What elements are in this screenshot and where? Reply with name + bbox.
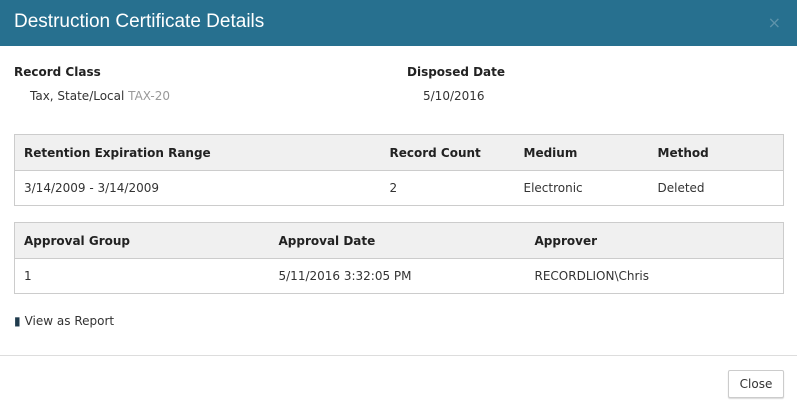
- table-cell: Electronic: [523, 181, 583, 195]
- table-cell: 1: [24, 269, 32, 283]
- table-cell: Deleted: [657, 181, 705, 195]
- disposed-date-value: 5/10/2016: [423, 89, 485, 103]
- record-class-name: Tax, State/Local: [30, 89, 125, 103]
- column-header: Approval Date: [269, 222, 526, 259]
- retention-table: Retention Expiration Range Record Count …: [14, 134, 784, 206]
- record-class-value: Tax, State/Local TAX-20: [30, 89, 170, 103]
- table-header-row: Approval Group Approval Date Approver: [14, 222, 784, 259]
- table-cell: RECORDLION\Chris: [534, 269, 650, 283]
- footer-divider: [0, 355, 797, 356]
- table-cell: 3/14/2009 - 3/14/2009: [24, 181, 160, 195]
- view-as-report-label: View as Report: [24, 314, 115, 328]
- record-class-label: Record Class: [14, 65, 101, 79]
- book-icon: ▮: [14, 314, 21, 328]
- record-class-code: TAX-20: [128, 89, 171, 103]
- table-header-row: Retention Expiration Range Record Count …: [14, 134, 784, 171]
- table-row: 3/14/2009 - 3/14/2009 2 Electronic Delet…: [15, 171, 784, 206]
- view-as-report-link[interactable]: ▮ View as Report: [14, 314, 114, 328]
- table-cell: 2: [389, 181, 398, 195]
- modal-header: Destruction Certificate Details ×: [0, 0, 797, 46]
- close-button[interactable]: Close: [728, 370, 784, 398]
- approval-table: Approval Group Approval Date Approver 1 …: [14, 222, 784, 294]
- column-header: Medium: [514, 134, 649, 171]
- column-header: Method: [648, 134, 784, 171]
- column-header: Approval Group: [14, 222, 270, 259]
- table-cell: 5/11/2016 3:32:05 PM: [278, 269, 412, 283]
- column-header: Record Count: [380, 134, 515, 171]
- close-icon[interactable]: ×: [767, 13, 781, 32]
- column-header: Approver: [525, 222, 784, 259]
- table-row: 1 5/11/2016 3:32:05 PM RECORDLION\Chris: [15, 259, 784, 294]
- column-header: Retention Expiration Range: [14, 134, 381, 171]
- disposed-date-label: Disposed Date: [407, 65, 506, 79]
- modal-title: Destruction Certificate Details: [14, 11, 265, 32]
